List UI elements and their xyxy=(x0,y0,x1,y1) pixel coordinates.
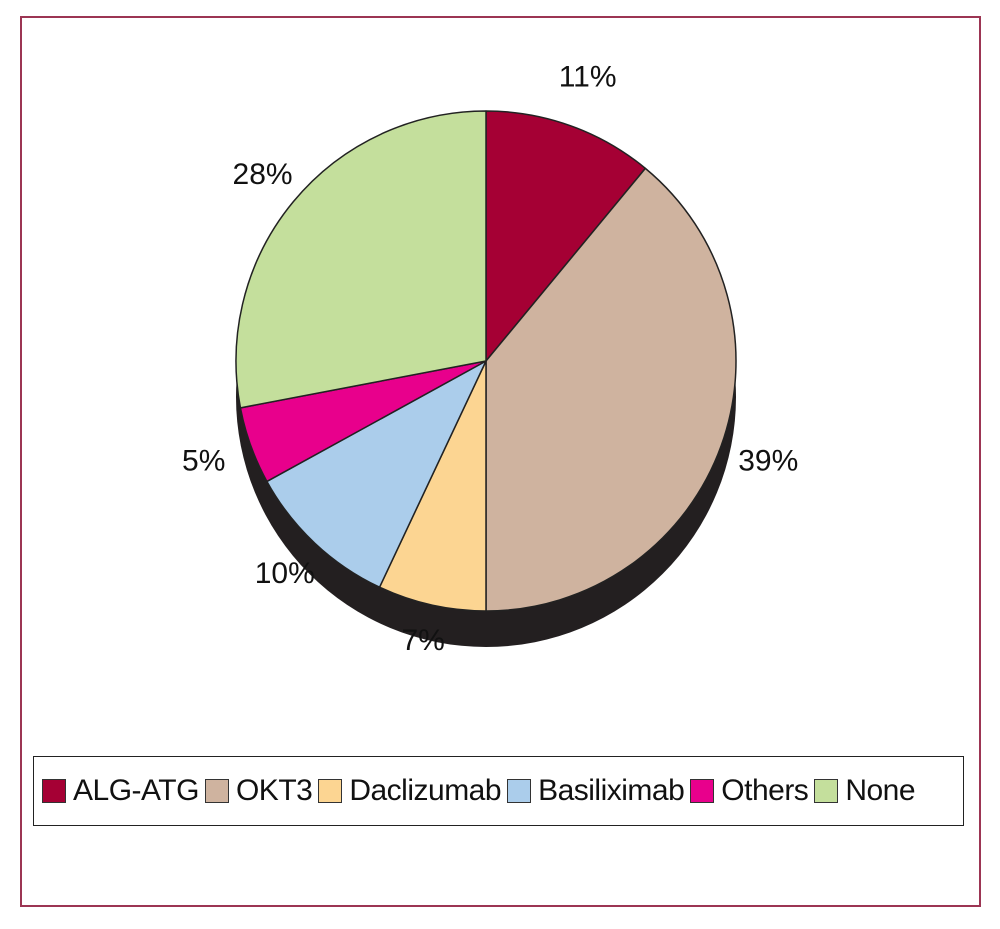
slice-label-okt3: 39% xyxy=(738,445,798,478)
legend-item-basiliximab: Basiliximab xyxy=(507,774,685,808)
slice-label-others: 5% xyxy=(182,445,225,478)
legend-label-okt3: OKT3 xyxy=(235,774,313,807)
legend-swatch-others xyxy=(690,779,715,803)
legend: ALG-ATG OKT3 Daclizumab Basiliximab Others No… xyxy=(33,756,964,826)
legend-item-daclizumab: Daclizumab xyxy=(318,774,502,808)
legend-label-none: None xyxy=(845,774,916,807)
legend-swatch-okt3 xyxy=(204,779,229,803)
slice-label-none: 28% xyxy=(233,158,293,191)
pie-labels: 11% 39% 7% 10% 5% 28% xyxy=(182,61,798,657)
pie-slice-daclizumab xyxy=(378,360,487,612)
pie-slice-alg-atg xyxy=(485,110,647,362)
legend-label-daclizumab: Daclizumab xyxy=(349,774,502,807)
pie-slice-basiliximab xyxy=(266,360,487,588)
legend-label-others: Others xyxy=(721,774,809,807)
legend-swatch-none xyxy=(814,779,839,803)
pie-slice-none xyxy=(235,110,487,409)
legend-swatch-alg-atg xyxy=(42,779,66,803)
pie-slice-okt3 xyxy=(485,167,737,612)
legend-item-alg-atg: ALG-ATG xyxy=(42,774,199,808)
slice-label-daclizumab: 7% xyxy=(401,624,444,657)
slice-label-alg-atg: 11% xyxy=(559,61,617,94)
legend-swatch-daclizumab xyxy=(318,779,343,803)
legend-item-others: Others xyxy=(690,774,809,808)
pie-slices xyxy=(235,110,737,612)
legend-label-alg-atg: ALG-ATG xyxy=(73,774,199,807)
legend-swatch-basiliximab xyxy=(507,779,532,803)
legend-label-basiliximab: Basiliximab xyxy=(538,774,685,807)
slice-label-basiliximab: 10% xyxy=(255,557,315,590)
legend-item-okt3: OKT3 xyxy=(204,774,313,808)
legend-item-none: None xyxy=(814,774,916,808)
